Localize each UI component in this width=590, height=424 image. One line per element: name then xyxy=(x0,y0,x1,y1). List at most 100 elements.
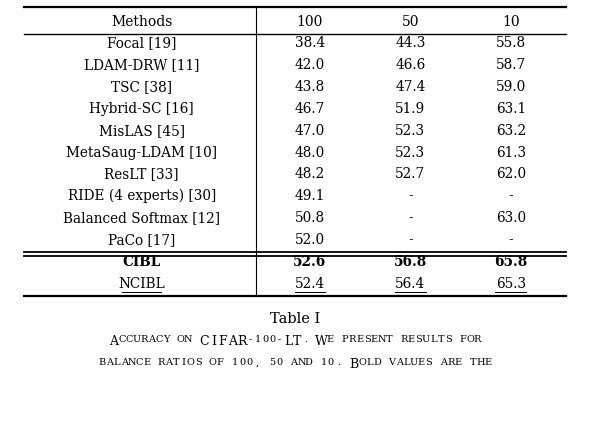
Text: P: P xyxy=(342,335,348,344)
Text: 56.4: 56.4 xyxy=(395,276,425,290)
Text: 61.3: 61.3 xyxy=(496,145,526,159)
Text: R: R xyxy=(447,358,454,368)
Text: A: A xyxy=(148,335,155,344)
Text: 46.7: 46.7 xyxy=(295,102,325,116)
Text: 0: 0 xyxy=(247,358,253,368)
Text: Hybrid-SC [16]: Hybrid-SC [16] xyxy=(89,102,194,116)
Text: L: L xyxy=(284,335,292,348)
Text: V: V xyxy=(388,358,395,368)
Text: 50.8: 50.8 xyxy=(295,211,325,225)
Text: 55.8: 55.8 xyxy=(496,36,526,50)
Text: U: U xyxy=(422,335,430,344)
Text: F: F xyxy=(218,335,227,348)
Text: 52.6: 52.6 xyxy=(293,255,326,269)
Text: D: D xyxy=(305,358,313,368)
Text: U: U xyxy=(133,335,141,344)
Text: C: C xyxy=(136,358,143,368)
Text: .: . xyxy=(337,358,340,368)
Text: E: E xyxy=(371,335,378,344)
Text: 44.3: 44.3 xyxy=(395,36,425,50)
Text: 51.9: 51.9 xyxy=(395,102,425,116)
Text: 62.0: 62.0 xyxy=(496,167,526,181)
Text: A: A xyxy=(106,358,113,368)
Text: E: E xyxy=(327,335,334,344)
Text: A: A xyxy=(440,358,447,368)
Text: A: A xyxy=(121,358,128,368)
Text: C: C xyxy=(118,335,126,344)
Text: N: N xyxy=(378,335,386,344)
Text: E: E xyxy=(455,358,462,368)
Text: ,: , xyxy=(255,358,258,368)
Text: T: T xyxy=(173,358,179,368)
Text: S: S xyxy=(195,358,202,368)
Text: N: N xyxy=(184,335,192,344)
Text: W: W xyxy=(315,335,328,348)
Text: E: E xyxy=(408,335,415,344)
Text: R: R xyxy=(140,335,148,344)
Text: 0: 0 xyxy=(269,335,276,344)
Text: RIDE (4 experts) [30]: RIDE (4 experts) [30] xyxy=(67,189,216,204)
Text: R: R xyxy=(400,335,408,344)
Text: Focal [19]: Focal [19] xyxy=(107,36,176,50)
Text: 65.8: 65.8 xyxy=(494,255,527,269)
Text: 100: 100 xyxy=(297,14,323,28)
Text: E: E xyxy=(418,358,425,368)
Text: TSC [38]: TSC [38] xyxy=(111,80,172,94)
Text: 0: 0 xyxy=(262,335,268,344)
Text: O: O xyxy=(177,335,185,344)
Text: 58.7: 58.7 xyxy=(496,58,526,72)
Text: LDAM-DRW [11]: LDAM-DRW [11] xyxy=(84,58,199,72)
Text: ResLT [33]: ResLT [33] xyxy=(104,167,179,181)
Text: PaCo [17]: PaCo [17] xyxy=(108,233,175,247)
Text: T: T xyxy=(293,335,301,348)
Text: F: F xyxy=(217,358,224,368)
Text: D: D xyxy=(373,358,381,368)
Text: 59.0: 59.0 xyxy=(496,80,526,94)
Text: A: A xyxy=(109,335,118,348)
Text: -: - xyxy=(509,189,513,203)
Text: R: R xyxy=(158,358,165,368)
Text: 48.2: 48.2 xyxy=(295,167,325,181)
Text: O: O xyxy=(209,358,217,368)
Text: 52.4: 52.4 xyxy=(295,276,325,290)
Text: 52.0: 52.0 xyxy=(295,233,325,247)
Text: 63.2: 63.2 xyxy=(496,124,526,138)
Text: O: O xyxy=(359,358,366,368)
Text: L: L xyxy=(366,358,373,368)
Text: E: E xyxy=(143,358,150,368)
Text: L: L xyxy=(114,358,120,368)
Text: 1: 1 xyxy=(254,335,261,344)
Text: H: H xyxy=(476,358,484,368)
Text: A: A xyxy=(228,335,237,348)
Text: -: - xyxy=(408,189,412,203)
Text: N: N xyxy=(297,358,306,368)
Text: CIBL: CIBL xyxy=(123,255,161,269)
Text: Y: Y xyxy=(163,335,169,344)
Text: C: C xyxy=(126,335,133,344)
Text: 10: 10 xyxy=(502,14,520,28)
Text: A: A xyxy=(396,358,403,368)
Text: A: A xyxy=(165,358,172,368)
Text: NCIBL: NCIBL xyxy=(118,276,165,290)
Text: -: - xyxy=(248,335,252,344)
Text: MetaSaug-LDAM [10]: MetaSaug-LDAM [10] xyxy=(66,145,217,159)
Text: Table I: Table I xyxy=(270,312,320,326)
Text: -: - xyxy=(408,211,412,225)
Text: S: S xyxy=(363,335,371,344)
Text: 0: 0 xyxy=(328,358,334,368)
Text: 48.0: 48.0 xyxy=(295,145,325,159)
Text: 52.3: 52.3 xyxy=(395,124,425,138)
Text: Balanced Softmax [12]: Balanced Softmax [12] xyxy=(63,211,220,225)
Text: -: - xyxy=(278,335,281,344)
Text: Methods: Methods xyxy=(111,14,172,28)
Text: L: L xyxy=(404,358,410,368)
Text: 0: 0 xyxy=(276,358,282,368)
Text: E: E xyxy=(484,358,491,368)
Text: S: S xyxy=(425,358,432,368)
Text: 5: 5 xyxy=(269,358,275,368)
Text: 1: 1 xyxy=(232,358,238,368)
Text: 52.3: 52.3 xyxy=(395,145,425,159)
Text: 65.3: 65.3 xyxy=(496,276,526,290)
Text: T: T xyxy=(386,335,392,344)
Text: 0: 0 xyxy=(240,358,245,368)
